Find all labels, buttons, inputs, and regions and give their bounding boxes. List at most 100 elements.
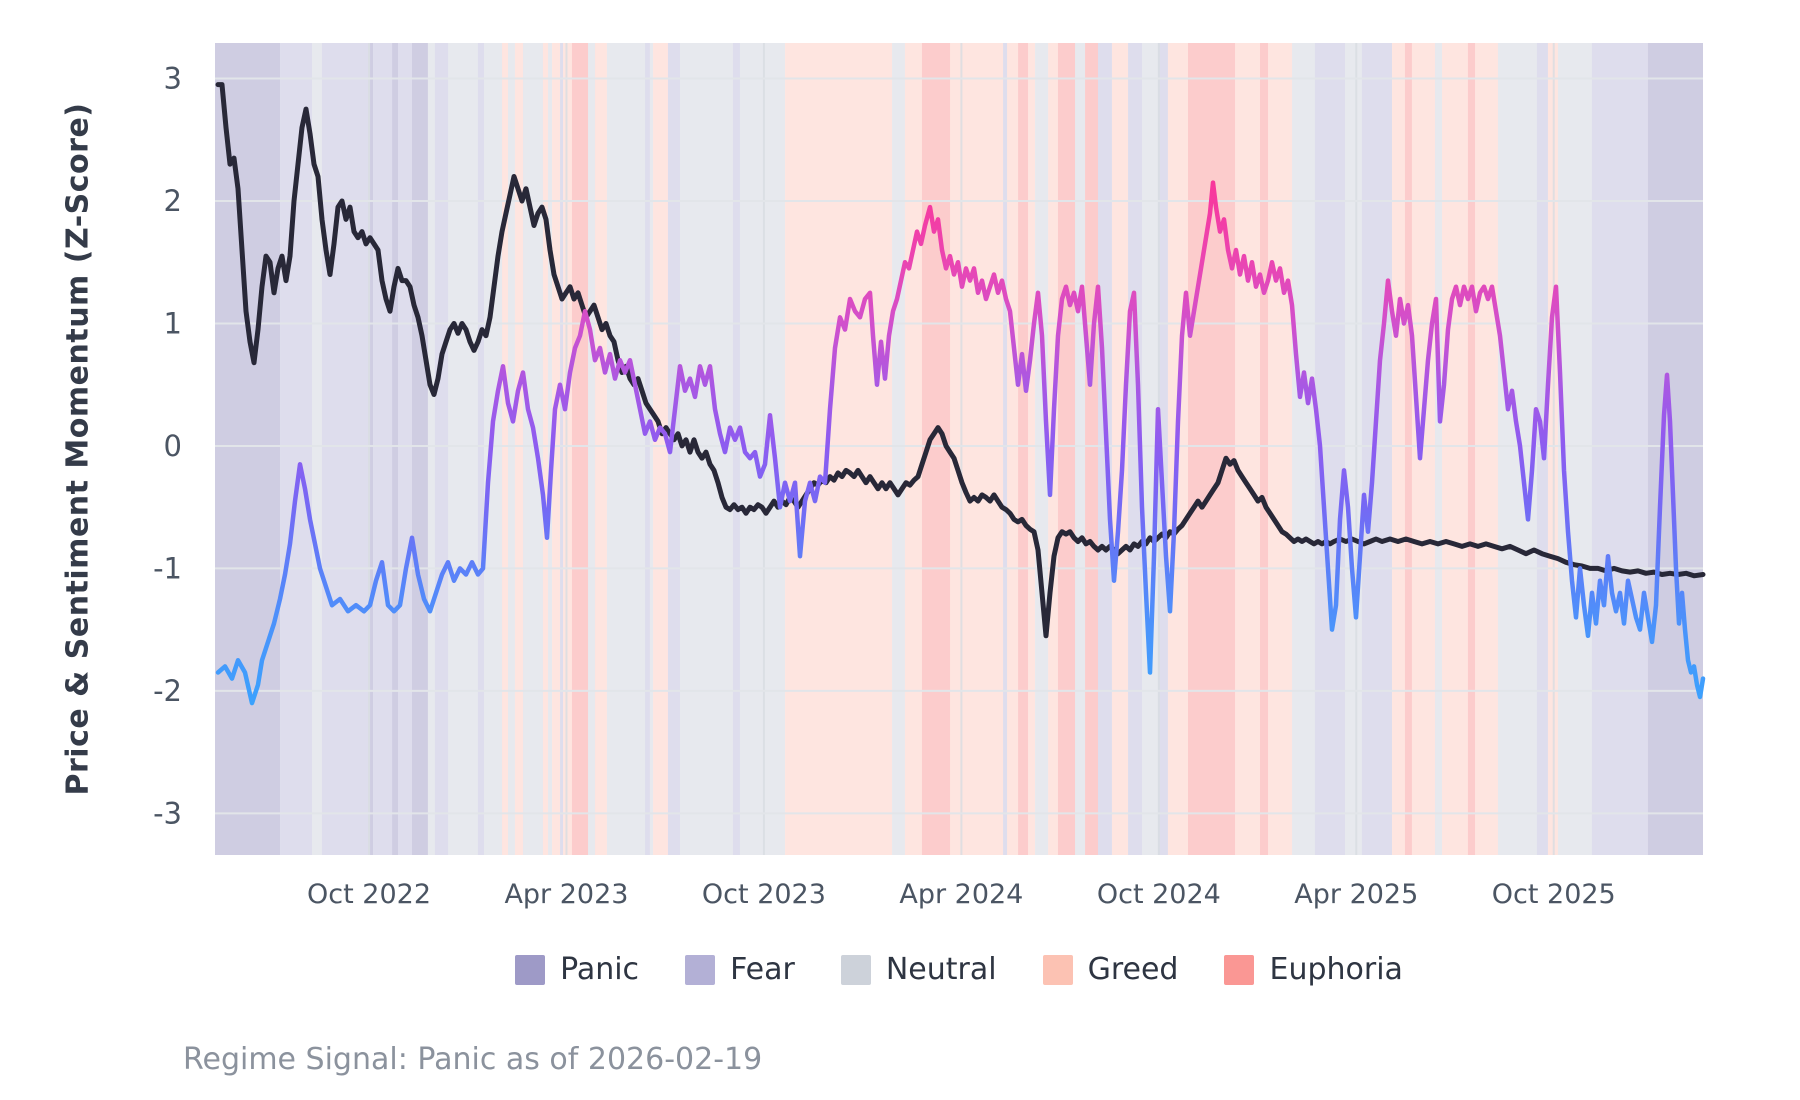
regime-band-euphoria bbox=[1057, 43, 1076, 855]
fear-swatch-icon bbox=[685, 954, 716, 985]
legend-item-euphoria[interactable]: Euphoria bbox=[1224, 952, 1403, 987]
legend-label: Euphoria bbox=[1269, 952, 1403, 987]
euphoria-swatch-icon bbox=[1224, 954, 1255, 985]
y-tick-label: -3 bbox=[153, 796, 182, 830]
y-tick-label: 0 bbox=[164, 429, 182, 463]
regime-band-greed bbox=[1442, 43, 1468, 855]
regime-band-neutral bbox=[1142, 43, 1158, 855]
regime-band-neutral bbox=[606, 43, 646, 855]
y-tick-label: 2 bbox=[164, 184, 182, 218]
x-tick-label: Apr 2024 bbox=[899, 879, 1023, 910]
price-momentum-line bbox=[215, 82, 1706, 639]
regime-band-panic bbox=[392, 43, 399, 855]
regime-band-greed bbox=[563, 43, 572, 855]
regime-band-neutral bbox=[649, 43, 654, 855]
legend-item-greed[interactable]: Greed bbox=[1042, 952, 1179, 987]
regime-band-panic bbox=[412, 43, 428, 855]
regime-band-neutral bbox=[484, 43, 503, 855]
regime-band-fear bbox=[1591, 43, 1648, 855]
y-tick-label: 1 bbox=[164, 306, 182, 340]
regime-band-neutral bbox=[548, 43, 553, 855]
regime-band-neutral bbox=[588, 43, 596, 855]
regime-band-neutral bbox=[1075, 43, 1086, 855]
regime-band-neutral bbox=[1035, 43, 1049, 855]
legend-label: Panic bbox=[560, 952, 640, 987]
greed-swatch-icon bbox=[1042, 954, 1073, 985]
regime-band-neutral bbox=[507, 43, 515, 855]
regime-bands-layer bbox=[215, 43, 1703, 855]
x-tick-label: Oct 2023 bbox=[702, 879, 826, 910]
regime-band-euphoria bbox=[1018, 43, 1029, 855]
legend-item-neutral[interactable]: Neutral bbox=[840, 952, 997, 987]
regime-band-panic bbox=[215, 43, 281, 855]
regime-band-fear bbox=[1003, 43, 1008, 855]
regime-band-greed bbox=[552, 43, 561, 855]
regime-band-fear bbox=[398, 43, 413, 855]
regime-band-greed bbox=[785, 43, 893, 855]
regime-band-fear bbox=[645, 43, 650, 855]
regime-band-greed bbox=[653, 43, 668, 855]
regime-band-fear bbox=[667, 43, 680, 855]
regime-band-greed bbox=[595, 43, 607, 855]
panic-swatch-icon bbox=[515, 954, 546, 985]
sentiment-momentum-line bbox=[215, 180, 1706, 706]
regime-band-neutral bbox=[1344, 43, 1362, 855]
regime-band-greed bbox=[1111, 43, 1129, 855]
regime-band-panic bbox=[1647, 43, 1703, 855]
legend-item-fear[interactable]: Fear bbox=[685, 952, 795, 987]
regime-band-euphoria bbox=[1188, 43, 1236, 855]
y-axis-title: Price & Sentiment Momentum (Z-Score) bbox=[60, 102, 96, 796]
regime-band-greed bbox=[904, 43, 922, 855]
legend-item-panic[interactable]: Panic bbox=[515, 952, 639, 987]
regime-band-greed bbox=[542, 43, 549, 855]
x-tick-label: Oct 2024 bbox=[1097, 879, 1221, 910]
regime-band-neutral bbox=[739, 43, 786, 855]
regime-band-greed bbox=[1007, 43, 1019, 855]
regime-band-fear bbox=[373, 43, 393, 855]
regime-band-neutral bbox=[427, 43, 435, 855]
neutral-swatch-icon bbox=[840, 954, 871, 985]
regime-band-fear bbox=[477, 43, 485, 855]
regime-band-neutral bbox=[1497, 43, 1537, 855]
x-tick-label: Apr 2025 bbox=[1294, 879, 1418, 910]
regime-band-fear bbox=[1361, 43, 1393, 855]
legend: Panic Fear Neutral Greed Euphoria bbox=[215, 952, 1703, 987]
regime-band-greed bbox=[1392, 43, 1405, 855]
regime-band-euphoria bbox=[1467, 43, 1476, 855]
regime-band-fear bbox=[434, 43, 449, 855]
regime-band-neutral bbox=[1435, 43, 1443, 855]
regime-band-euphoria bbox=[571, 43, 589, 855]
regime-band-greed bbox=[1475, 43, 1498, 855]
legend-label: Neutral bbox=[885, 952, 997, 987]
x-tick-label: Oct 2025 bbox=[1492, 879, 1616, 910]
series-layer bbox=[215, 82, 1706, 706]
y-tick-label: 3 bbox=[164, 62, 182, 96]
regime-band-euphoria bbox=[1404, 43, 1412, 855]
regime-band-neutral bbox=[523, 43, 543, 855]
x-tick-label: Apr 2023 bbox=[504, 879, 628, 910]
regime-band-neutral bbox=[1292, 43, 1315, 855]
regime-band-neutral bbox=[892, 43, 905, 855]
regime-band-greed bbox=[1028, 43, 1036, 855]
regime-band-fear bbox=[1157, 43, 1168, 855]
regime-band-panic bbox=[370, 43, 374, 855]
regime-band-greed bbox=[502, 43, 508, 855]
regime-band-fear bbox=[732, 43, 740, 855]
y-tick-label: -2 bbox=[153, 674, 182, 708]
regime-band-fear bbox=[560, 43, 564, 855]
regime-signal-caption: Regime Signal: Panic as of 2026-02-19 bbox=[183, 1042, 763, 1077]
x-tick-label: Oct 2022 bbox=[307, 879, 431, 910]
legend-label: Fear bbox=[730, 952, 795, 987]
axis-ticks-layer: 3 2 1 0 -1 -2 -3 Oct 2022 Apr 2023 Oct 2023 Apr 20… bbox=[153, 62, 1616, 910]
y-tick-label: -1 bbox=[153, 551, 182, 585]
regime-band-euphoria bbox=[1085, 43, 1098, 855]
regime-band-greed bbox=[1235, 43, 1261, 855]
regime-band-neutral bbox=[312, 43, 322, 855]
regime-band-euphoria bbox=[1260, 43, 1269, 855]
regime-band-neutral bbox=[448, 43, 478, 855]
legend-label: Greed bbox=[1087, 952, 1179, 987]
regime-band-fear bbox=[1128, 43, 1143, 855]
regime-band-greed bbox=[1411, 43, 1436, 855]
